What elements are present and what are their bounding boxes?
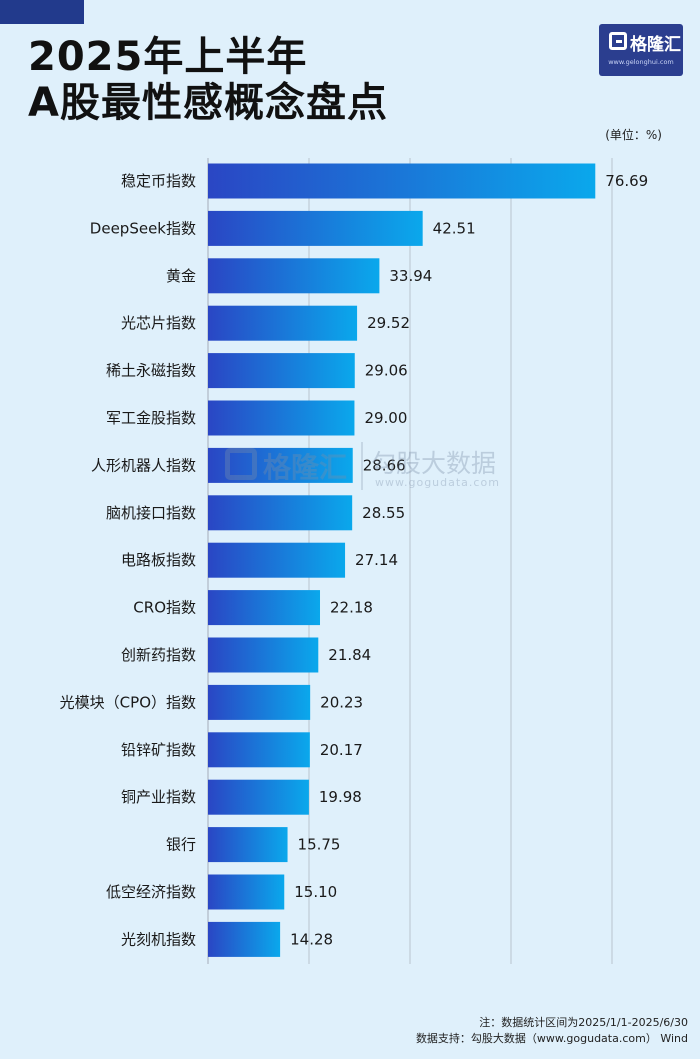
bar <box>208 447 353 483</box>
category-label: DeepSeek指数 <box>90 219 196 237</box>
category-label: 光刻机指数 <box>121 930 196 948</box>
logo-g-icon <box>609 32 627 50</box>
value-label: 20.23 <box>320 693 363 711</box>
bar <box>208 258 380 294</box>
category-label: 铜产业指数 <box>121 788 196 806</box>
bar <box>208 353 355 389</box>
title-line-2: A股最性感概念盘点 <box>28 80 388 126</box>
category-label: 光芯片指数 <box>121 314 196 332</box>
category-label: 军工金股指数 <box>106 409 196 427</box>
page-title: 2025年上半年 A股最性感概念盘点 <box>28 34 388 126</box>
value-label: 15.75 <box>298 836 341 854</box>
bar <box>208 305 358 341</box>
bar <box>208 400 355 436</box>
category-label: 铅锌矿指数 <box>121 741 196 759</box>
bar <box>208 732 310 768</box>
value-label: 28.55 <box>362 504 405 522</box>
category-label: 人形机器人指数 <box>91 456 196 474</box>
bar <box>208 874 285 910</box>
value-label: 15.10 <box>294 883 337 901</box>
bar <box>208 779 309 815</box>
bar <box>208 827 288 863</box>
bars: 稳定币指数 76.69 DeepSeek指数 42.51 黄金 33.94 光芯片指数 29.… <box>60 163 648 957</box>
bar <box>208 590 321 626</box>
value-label: 14.28 <box>290 930 333 948</box>
value-label: 21.84 <box>328 646 371 664</box>
category-label: 光模块（CPO）指数 <box>60 693 196 711</box>
logo-url: www.gelonghui.com <box>608 58 674 66</box>
value-label: 19.98 <box>319 788 362 806</box>
value-label: 33.94 <box>389 267 432 285</box>
category-label: 银行 <box>166 836 196 854</box>
logo-text: 格隆汇 <box>630 35 681 55</box>
category-label: 创新药指数 <box>121 646 196 664</box>
bar <box>208 921 281 957</box>
category-label: CRO指数 <box>133 599 196 617</box>
category-label: 稳定币指数 <box>121 172 196 190</box>
value-label: 22.18 <box>330 599 373 617</box>
unit-label: (单位：%) <box>605 128 662 142</box>
value-label: 76.69 <box>605 172 648 190</box>
bar <box>208 163 596 199</box>
category-label: 脑机接口指数 <box>106 504 196 522</box>
brand-logo: 格隆汇 www.gelonghui.com <box>599 24 683 76</box>
value-label: 29.52 <box>367 314 410 332</box>
value-label: 42.51 <box>433 219 476 237</box>
title-line-1: 2025年上半年 <box>28 34 308 80</box>
value-label: 20.17 <box>320 741 363 759</box>
footer-source: 数据支持：勾股大数据（www.gogudata.com） Wind <box>415 1032 688 1045</box>
value-label: 29.00 <box>364 409 407 427</box>
bar <box>208 210 423 246</box>
value-label: 29.06 <box>365 362 408 380</box>
bar <box>208 684 311 720</box>
bar <box>208 495 353 531</box>
bar <box>208 637 319 673</box>
category-label: 黄金 <box>166 267 196 285</box>
corner-accent-block <box>0 0 84 24</box>
category-label: 稀土永磁指数 <box>106 362 196 380</box>
footer-note: 注：数据统计区间为2025/1/1-2025/6/30 <box>479 1016 688 1029</box>
category-label: 电路板指数 <box>121 551 196 569</box>
value-label: 28.66 <box>363 456 406 474</box>
bar <box>208 542 346 578</box>
value-label: 27.14 <box>355 551 398 569</box>
category-label: 低空经济指数 <box>106 883 196 901</box>
